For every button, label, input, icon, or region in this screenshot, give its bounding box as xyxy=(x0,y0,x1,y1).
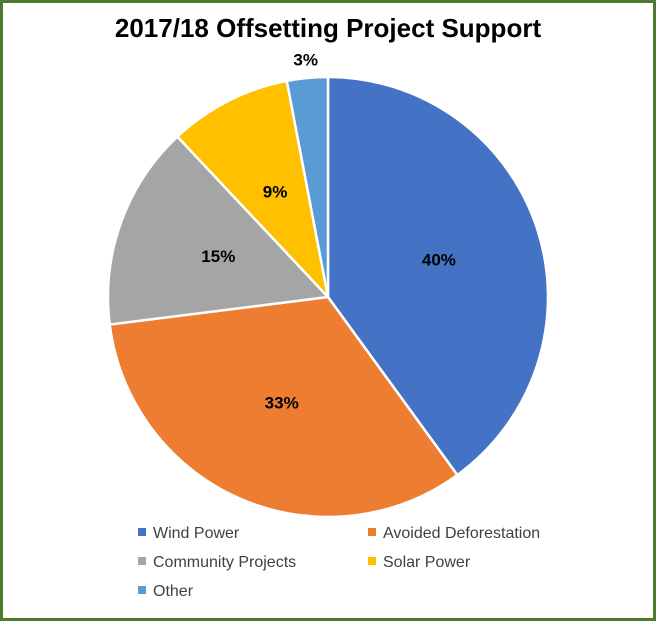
pie-chart: 40% 33% 15% 9% 3% xyxy=(106,51,550,519)
data-label-wind-power: 40% xyxy=(422,250,456,269)
data-label-avoided-deforestation: 33% xyxy=(265,393,299,412)
legend-item-avoided-deforestation: Avoided Deforestation xyxy=(368,525,540,543)
chart-title: 2017/18 Offsetting Project Support xyxy=(114,13,542,43)
pie-labels: 40% 33% 15% 9% 3% xyxy=(201,51,456,413)
pie-slice-solar-power xyxy=(176,79,330,299)
pie-slice-other xyxy=(285,75,330,299)
legend-swatch xyxy=(138,557,146,565)
data-label-solar-power: 9% xyxy=(263,183,288,202)
legend-label: Wind Power xyxy=(153,525,240,542)
legend-item-solar-power: Solar Power xyxy=(368,554,470,572)
legend-item-other: Other xyxy=(138,583,193,601)
legend-label: Other xyxy=(153,583,194,600)
legend-label: Solar Power xyxy=(383,554,471,571)
pie-slices xyxy=(106,75,550,519)
pie-slice-avoided-deforestation xyxy=(108,295,459,519)
legend-item-wind-power: Wind Power xyxy=(138,525,239,543)
legend-swatch xyxy=(138,586,146,594)
legend-swatch xyxy=(368,528,376,536)
legend-swatch xyxy=(368,557,376,565)
pie-slice-community-projects xyxy=(106,135,330,326)
pie-slice-wind-power xyxy=(326,75,550,477)
data-label-community-projects: 15% xyxy=(201,247,235,266)
legend-label: Avoided Deforestation xyxy=(383,525,541,542)
data-label-other: 3% xyxy=(293,51,318,70)
legend-label: Community Projects xyxy=(153,554,297,571)
legend-swatch xyxy=(138,528,146,536)
legend-item-community-projects: Community Projects xyxy=(138,554,296,572)
